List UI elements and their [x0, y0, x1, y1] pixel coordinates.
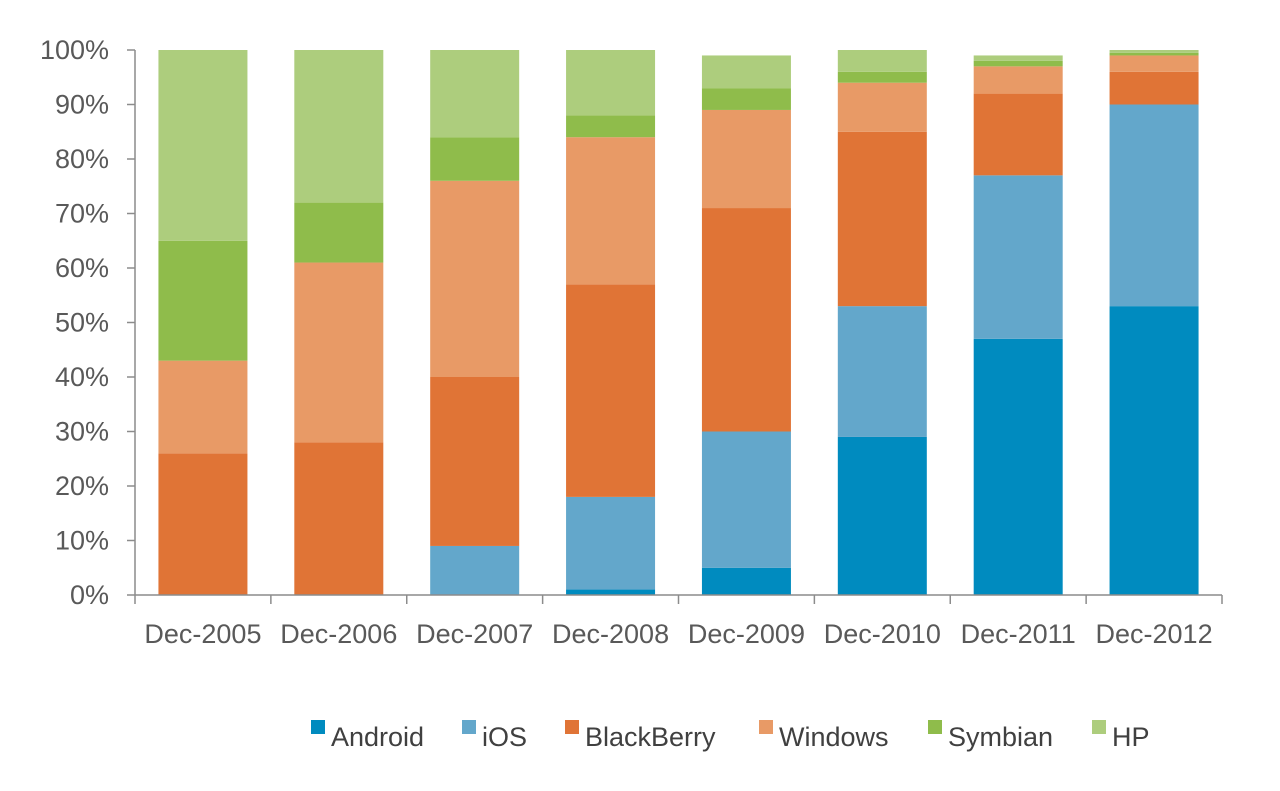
bar-android-dec-2008	[566, 589, 656, 595]
legend-label-ios: iOS	[482, 722, 527, 752]
bar-symbian-dec-2008	[566, 115, 656, 138]
bar-symbian-dec-2010	[837, 71, 927, 83]
bar-blackberry-dec-2010	[837, 131, 927, 307]
x-tick-label: Dec-2010	[824, 619, 941, 649]
legend-swatch-blackberry	[565, 720, 579, 734]
y-tick-label: 50%	[55, 308, 109, 338]
legend-label-symbian: Symbian	[948, 722, 1053, 752]
bar-symbian-dec-2011	[973, 60, 1063, 67]
bar-ios-dec-2011	[973, 175, 1063, 339]
bar-windows-dec-2012	[1109, 55, 1199, 72]
y-tick-label: 0%	[70, 580, 109, 610]
bar-hp-dec-2011	[973, 55, 1063, 61]
bar-symbian-dec-2012	[1109, 52, 1199, 56]
bar-hp-dec-2006	[294, 50, 384, 203]
x-tick-label: Dec-2005	[144, 619, 261, 649]
y-tick-label: 70%	[55, 199, 109, 229]
bar-blackberry-dec-2005	[158, 453, 248, 595]
bar-windows-dec-2006	[294, 262, 384, 443]
x-tick-label: Dec-2006	[280, 619, 397, 649]
bar-ios-dec-2010	[837, 306, 927, 437]
bar-hp-dec-2007	[430, 50, 520, 138]
x-tick-label: Dec-2008	[552, 619, 669, 649]
bar-ios-dec-2007	[430, 545, 520, 595]
bar-android-dec-2012	[1109, 306, 1199, 595]
y-tick-label: 30%	[55, 417, 109, 447]
legend-label-hp: HP	[1112, 722, 1150, 752]
bar-blackberry-dec-2008	[566, 284, 656, 497]
y-tick-label: 90%	[55, 90, 109, 120]
legend-swatch-symbian	[928, 720, 942, 734]
y-tick-label: 80%	[55, 144, 109, 174]
bar-hp-dec-2012	[1109, 50, 1199, 53]
legend-swatch-windows	[759, 720, 773, 734]
bar-hp-dec-2008	[566, 50, 656, 116]
bar-windows-dec-2011	[973, 66, 1063, 94]
bar-windows-dec-2009	[701, 109, 791, 209]
bar-hp-dec-2009	[701, 55, 791, 89]
bar-symbian-dec-2009	[701, 88, 791, 110]
bar-blackberry-dec-2006	[294, 442, 384, 595]
legend-label-windows: Windows	[779, 722, 889, 752]
bar-ios-dec-2009	[701, 431, 791, 568]
bar-windows-dec-2005	[158, 360, 248, 454]
bar-windows-dec-2007	[430, 180, 520, 377]
bar-ios-dec-2008	[566, 496, 656, 590]
bars-group	[158, 50, 1199, 595]
bar-android-dec-2011	[973, 338, 1063, 595]
x-tick-label: Dec-2009	[688, 619, 805, 649]
bar-windows-dec-2010	[837, 82, 927, 132]
x-tick-label: Dec-2012	[1096, 619, 1213, 649]
y-tick-label: 40%	[55, 362, 109, 392]
bar-hp-dec-2005	[158, 50, 248, 241]
bar-blackberry-dec-2012	[1109, 71, 1199, 105]
x-tick-label: Dec-2011	[961, 619, 1076, 649]
legend: Android iOS BlackBerry Windows Symbian HP	[311, 720, 1150, 752]
y-tick-label: 10%	[55, 526, 109, 556]
x-tick-label: Dec-2007	[416, 619, 533, 649]
y-tick-label: 20%	[55, 471, 109, 501]
bar-android-dec-2009	[701, 567, 791, 595]
legend-label-blackberry: BlackBerry	[585, 722, 716, 752]
bar-blackberry-dec-2007	[430, 377, 520, 546]
bar-ios-dec-2012	[1109, 104, 1199, 307]
legend-label-android: Android	[331, 722, 424, 752]
y-tick-label: 100%	[40, 35, 109, 65]
bar-blackberry-dec-2011	[973, 93, 1063, 176]
legend-swatch-android	[311, 720, 325, 734]
bar-symbian-dec-2006	[294, 202, 384, 263]
y-tick-label: 60%	[55, 253, 109, 283]
legend-swatch-ios	[462, 720, 476, 734]
bar-android-dec-2010	[837, 436, 927, 595]
bar-windows-dec-2008	[566, 137, 656, 285]
bar-symbian-dec-2007	[430, 137, 520, 181]
bar-blackberry-dec-2009	[701, 208, 791, 432]
legend-swatch-hp	[1092, 720, 1106, 734]
bar-symbian-dec-2005	[158, 240, 248, 361]
axes-group: 0% 10% 20% 30% 40% 50% 60% 70% 80% 90% 100% Dec-200…	[40, 35, 1223, 649]
bar-hp-dec-2010	[837, 50, 927, 72]
